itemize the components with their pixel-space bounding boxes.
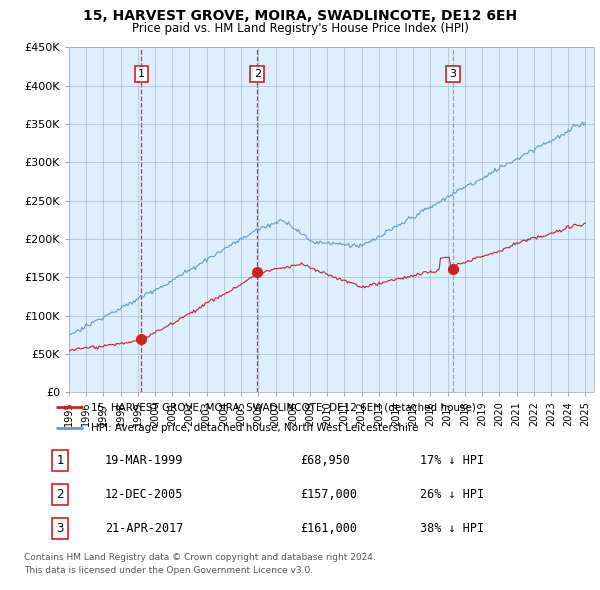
Text: HPI: Average price, detached house, North West Leicestershire: HPI: Average price, detached house, Nort… [91, 422, 419, 432]
Text: £68,950: £68,950 [300, 454, 350, 467]
Text: Contains HM Land Registry data © Crown copyright and database right 2024.: Contains HM Land Registry data © Crown c… [24, 553, 376, 562]
Text: Price paid vs. HM Land Registry's House Price Index (HPI): Price paid vs. HM Land Registry's House … [131, 22, 469, 35]
Text: 12-DEC-2005: 12-DEC-2005 [105, 488, 184, 501]
Text: 19-MAR-1999: 19-MAR-1999 [105, 454, 184, 467]
Text: 38% ↓ HPI: 38% ↓ HPI [420, 522, 484, 535]
Text: 1: 1 [56, 454, 64, 467]
Text: 21-APR-2017: 21-APR-2017 [105, 522, 184, 535]
Text: 15, HARVEST GROVE, MOIRA, SWADLINCOTE, DE12 6EH: 15, HARVEST GROVE, MOIRA, SWADLINCOTE, D… [83, 9, 517, 23]
Text: 1: 1 [138, 69, 145, 79]
Text: 2: 2 [56, 488, 64, 501]
Text: 2: 2 [254, 69, 261, 79]
Text: This data is licensed under the Open Government Licence v3.0.: This data is licensed under the Open Gov… [24, 566, 313, 575]
Text: 17% ↓ HPI: 17% ↓ HPI [420, 454, 484, 467]
Text: 3: 3 [56, 522, 64, 535]
Text: 26% ↓ HPI: 26% ↓ HPI [420, 488, 484, 501]
Text: £157,000: £157,000 [300, 488, 357, 501]
Text: £161,000: £161,000 [300, 522, 357, 535]
Text: 15, HARVEST GROVE, MOIRA, SWADLINCOTE, DE12 6EH (detached house): 15, HARVEST GROVE, MOIRA, SWADLINCOTE, D… [91, 402, 476, 412]
Text: 3: 3 [449, 69, 457, 79]
